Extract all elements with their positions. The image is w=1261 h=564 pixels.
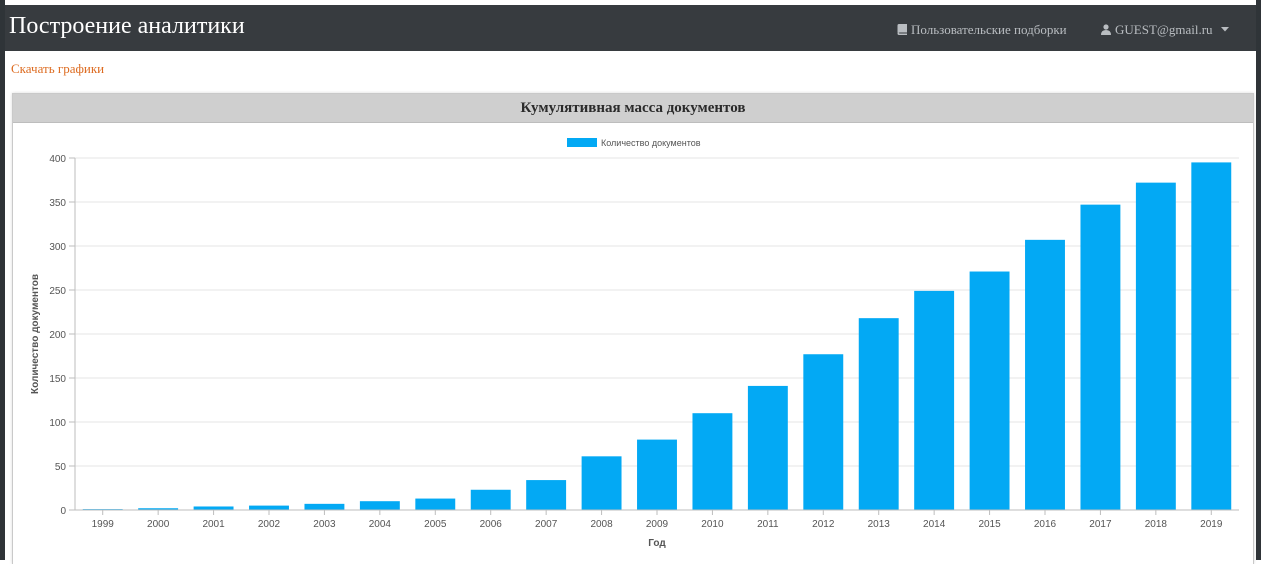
y-tick-label: 200 (49, 330, 66, 341)
y-axis-title: Количество документов (30, 274, 41, 394)
chart-panel-title: Кумулятивная масса документов (13, 94, 1253, 123)
caret-down-icon (1220, 27, 1229, 32)
bar-2013 (858, 318, 899, 510)
bar-2002 (249, 505, 289, 510)
x-tick-label: 2000 (147, 519, 170, 530)
y-tick-label: 100 (49, 418, 66, 429)
download-charts-link[interactable]: Скачать графики (11, 61, 105, 76)
app-title[interactable]: Построение аналитики (9, 13, 245, 39)
bar-2004 (359, 501, 400, 510)
bar-2018 (1135, 182, 1176, 510)
x-tick-label: 2010 (701, 519, 724, 530)
x-tick-label: 2019 (1200, 519, 1223, 530)
bar-2007 (526, 480, 567, 510)
bar-2005 (415, 498, 456, 510)
bar-2006 (470, 489, 511, 510)
window-frame-right (1256, 0, 1261, 560)
x-tick-label: 2011 (757, 519, 779, 530)
bar-2001 (193, 506, 234, 510)
y-tick-label: 150 (49, 374, 66, 385)
x-tick-label: 2017 (1089, 519, 1112, 530)
x-tick-label: 2016 (1034, 519, 1057, 530)
y-tick-label: 250 (49, 286, 66, 297)
cumulative-documents-chart: 0 50 100 150 200 250 300 350 400 1999 2000 2001 2002… (30, 138, 1239, 549)
bar-2017 (1080, 204, 1121, 510)
x-tick-label: 1999 (92, 519, 115, 530)
x-tick-label: 2001 (202, 519, 225, 530)
bar-2019 (1191, 162, 1232, 510)
x-tick-label: 2005 (424, 519, 447, 530)
bar-2011 (747, 385, 788, 510)
x-tick-label: 2018 (1145, 519, 1168, 530)
bar-2008 (581, 456, 622, 510)
x-tick-label: 2003 (313, 519, 336, 530)
x-tick-label: 2004 (369, 519, 392, 530)
x-tick-label: 2006 (480, 519, 503, 530)
bar-2014 (914, 290, 955, 510)
bar-2012 (803, 354, 844, 510)
bar-2003 (304, 503, 345, 510)
x-tick-label: 2008 (590, 519, 613, 530)
user-email: GUEST@gmail.ru (1115, 22, 1213, 37)
user-collections-label: Пользовательские подборки (911, 22, 1067, 37)
x-tick-label: 2009 (646, 519, 669, 530)
window-frame-left (0, 0, 5, 560)
user-icon (1101, 24, 1111, 35)
bar-2016 (1025, 239, 1065, 510)
book-icon (897, 24, 907, 35)
y-tick-label: 50 (55, 462, 67, 473)
y-tick-label: 350 (49, 198, 66, 209)
bar-2010 (692, 413, 733, 510)
x-tick-label: 2014 (923, 519, 946, 530)
x-axis-title: Год (648, 538, 666, 549)
y-tick-label: 400 (49, 154, 66, 165)
user-menu-dropdown[interactable]: GUEST@gmail.ru (1101, 22, 1233, 38)
y-tick-label: 300 (49, 242, 66, 253)
bar-2015 (969, 271, 1010, 510)
top-navbar: Построение аналитики Пользовательские по… (5, 5, 1256, 51)
bar-2000 (138, 508, 179, 510)
x-tick-label: 2012 (812, 519, 835, 530)
legend-label: Количество документов (601, 138, 701, 148)
x-tick-label: 2015 (978, 519, 1001, 530)
x-tick-label: 2013 (868, 519, 891, 530)
chart-panel: Кумулятивная масса документов 0 50 100 150 2… (12, 93, 1254, 564)
bar-2009 (637, 439, 677, 510)
legend-swatch (567, 138, 597, 147)
x-tick-label: 2007 (535, 519, 558, 530)
user-collections-link[interactable]: Пользовательские подборки (897, 22, 1067, 38)
x-tick-label: 2002 (258, 519, 281, 530)
y-tick-label: 0 (60, 506, 66, 517)
